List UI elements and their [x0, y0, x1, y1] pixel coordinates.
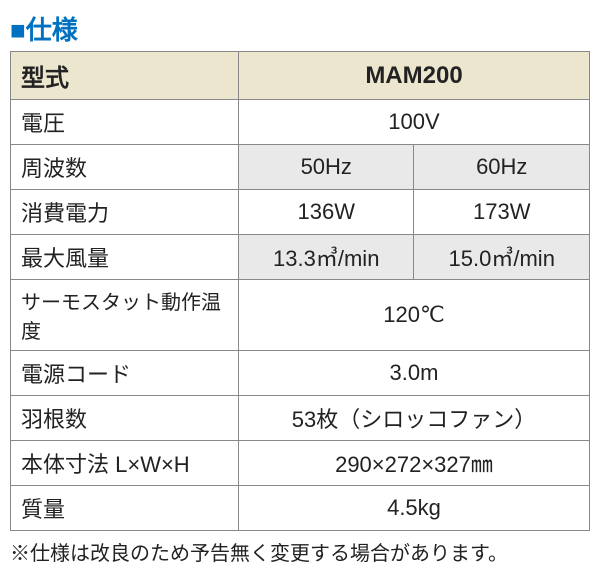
header-value: MAM200 [239, 52, 590, 100]
row-value-2: 173W [414, 190, 590, 235]
row-label: 質量 [11, 486, 239, 531]
row-value: 3.0m [239, 351, 590, 396]
row-label: 本体寸法 L×W×H [11, 441, 239, 486]
row-value: 290×272×327㎜ [239, 441, 590, 486]
row-value: 120℃ [239, 280, 590, 351]
row-label: 最大風量 [11, 235, 239, 280]
row-value-1: 13.3㎥/min [239, 235, 414, 280]
row-value: 4.5kg [239, 486, 590, 531]
header-label: 型式 [11, 52, 239, 100]
table-row: 消費電力 136W 173W [11, 190, 590, 235]
table-row: 羽根数 53枚（シロッコファン） [11, 396, 590, 441]
row-label: 周波数 [11, 145, 239, 190]
row-value: 100V [239, 100, 590, 145]
table-row: 周波数 50Hz 60Hz [11, 145, 590, 190]
row-value-2: 60Hz [414, 145, 590, 190]
table-row: 質量 4.5kg [11, 486, 590, 531]
section-title: ■仕様 [10, 10, 590, 47]
row-label: 電源コード [11, 351, 239, 396]
table-row: 本体寸法 L×W×H 290×272×327㎜ [11, 441, 590, 486]
row-value-1: 136W [239, 190, 414, 235]
row-value-2: 15.0㎥/min [414, 235, 590, 280]
row-label: 消費電力 [11, 190, 239, 235]
spec-table: 型式 MAM200 電圧 100V 周波数 50Hz 60Hz 消費電力 136… [10, 51, 590, 531]
row-label: 羽根数 [11, 396, 239, 441]
row-value: 53枚（シロッコファン） [239, 396, 590, 441]
table-row: 最大風量 13.3㎥/min 15.0㎥/min [11, 235, 590, 280]
row-value-1: 50Hz [239, 145, 414, 190]
table-row: サーモスタット動作温度 120℃ [11, 280, 590, 351]
row-label: 電圧 [11, 100, 239, 145]
table-header-row: 型式 MAM200 [11, 52, 590, 100]
footnote: ※仕様は改良のため予告無く変更する場合があります。 [10, 537, 590, 566]
row-label: サーモスタット動作温度 [11, 280, 239, 351]
table-row: 電圧 100V [11, 100, 590, 145]
table-row: 電源コード 3.0m [11, 351, 590, 396]
